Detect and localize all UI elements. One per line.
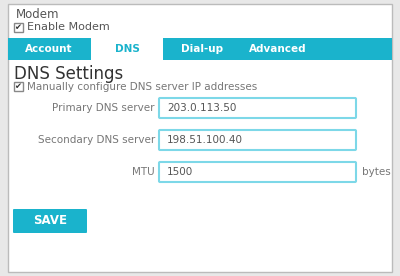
Text: Enable Modem: Enable Modem — [27, 23, 110, 33]
Text: ✔: ✔ — [14, 82, 21, 91]
Text: MTU: MTU — [132, 167, 155, 177]
Text: DNS: DNS — [114, 44, 140, 54]
Bar — [8, 38, 392, 60]
Text: Advanced: Advanced — [249, 44, 307, 54]
Text: ✔: ✔ — [14, 23, 21, 32]
Text: bytes: bytes — [362, 167, 391, 177]
Text: DNS Settings: DNS Settings — [14, 65, 123, 83]
FancyBboxPatch shape — [159, 130, 356, 150]
Text: Modem: Modem — [16, 7, 60, 20]
Text: 203.0.113.50: 203.0.113.50 — [167, 103, 236, 113]
Text: Account: Account — [25, 44, 73, 54]
FancyBboxPatch shape — [13, 209, 87, 233]
Bar — [14, 23, 23, 32]
Text: Primary DNS server: Primary DNS server — [52, 103, 155, 113]
Text: 198.51.100.40: 198.51.100.40 — [167, 135, 243, 145]
Bar — [14, 82, 23, 91]
Text: Manually configure DNS server IP addresses: Manually configure DNS server IP address… — [27, 81, 257, 92]
FancyBboxPatch shape — [159, 162, 356, 182]
FancyBboxPatch shape — [159, 98, 356, 118]
Text: Dial-up: Dial-up — [181, 44, 223, 54]
Text: 1500: 1500 — [167, 167, 193, 177]
Text: SAVE: SAVE — [33, 214, 67, 227]
Bar — [91, 38, 163, 60]
Text: Secondary DNS server: Secondary DNS server — [38, 135, 155, 145]
